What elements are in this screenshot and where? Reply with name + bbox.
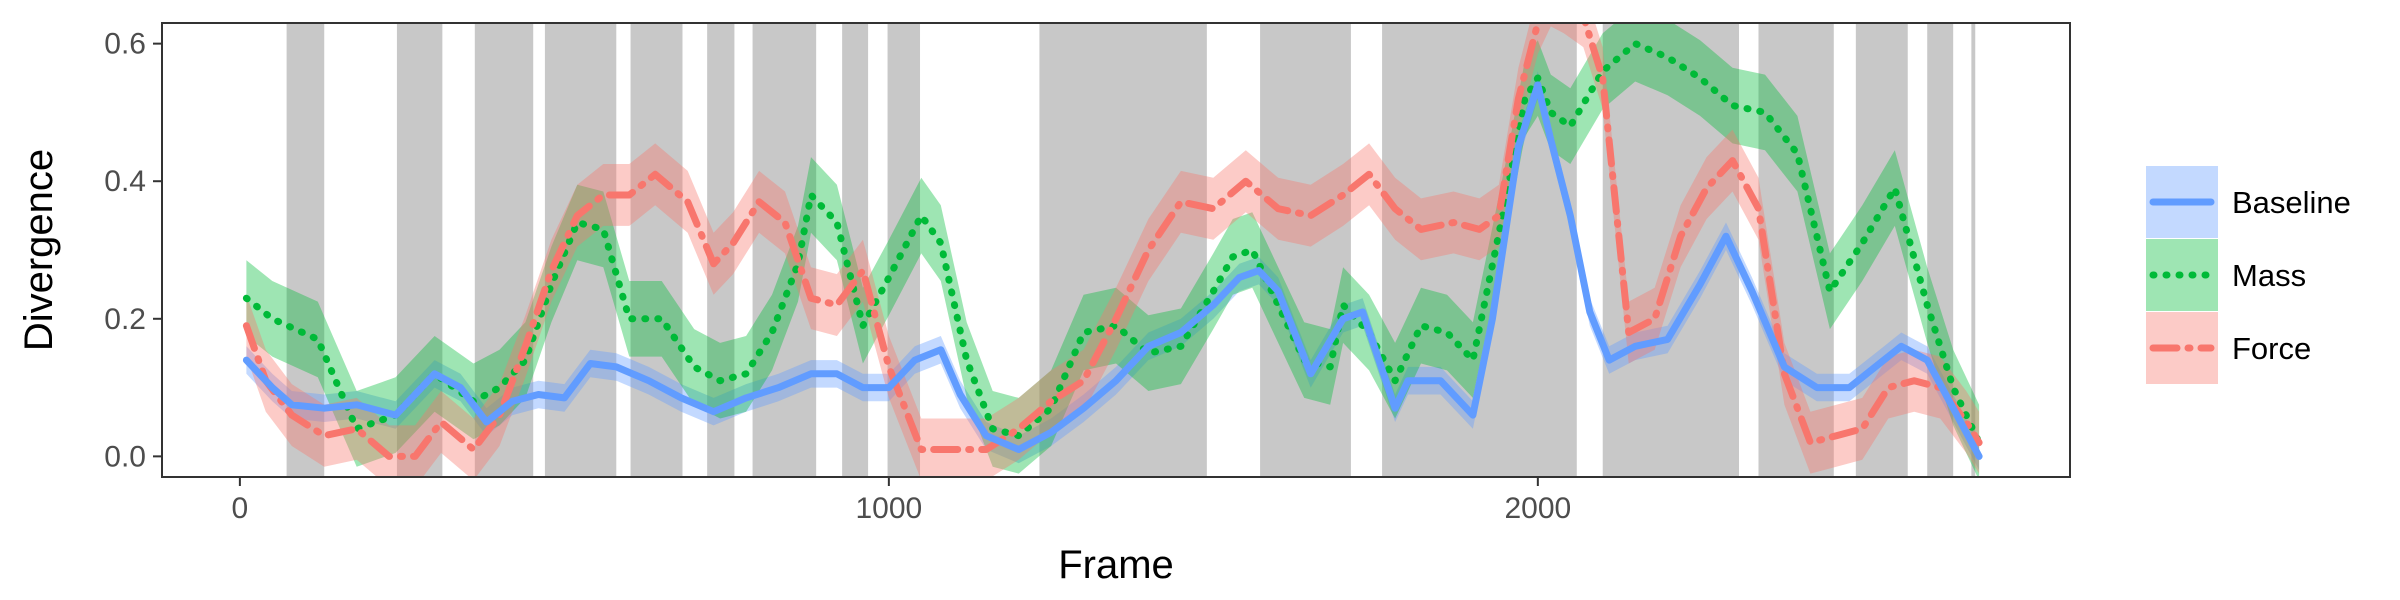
x-axis-title: Frame	[1058, 543, 1174, 587]
y-axis-title: Divergence	[17, 149, 61, 351]
y-tick-label: 0.0	[104, 440, 146, 473]
legend-item-force: Force	[2146, 312, 2311, 384]
band-mass	[246, 23, 1980, 477]
legend: Baseline Mass Force	[2146, 166, 2351, 384]
y-tick-label: 0.2	[104, 303, 146, 336]
line-mass	[242, 40, 1983, 447]
legend-label-mass: Mass	[2232, 258, 2306, 293]
y-tick-label: 0.4	[104, 165, 146, 198]
legend-item-mass: Mass	[2146, 239, 2306, 311]
shaded-interval	[1260, 23, 1351, 477]
band-baseline	[246, 71, 1980, 471]
x-tick-label: 2000	[1504, 492, 1571, 525]
shaded-interval	[1971, 23, 1976, 477]
axes: 0 1000 2000 0.0 0.2 0.4 0.6	[104, 28, 1571, 525]
line-baseline	[242, 81, 1983, 460]
line-force	[242, 23, 1983, 460]
shaded-interval	[752, 23, 817, 477]
legend-label-force: Force	[2232, 331, 2311, 366]
shaded-interval	[1039, 23, 1207, 477]
panel-border	[161, 22, 2071, 478]
y-tick-label: 0.6	[104, 28, 146, 61]
legend-item-baseline: Baseline	[2146, 166, 2351, 238]
series-lines	[242, 23, 1983, 460]
shaded-interval	[544, 23, 617, 477]
shaded-interval	[630, 23, 683, 477]
x-tick-label: 0	[232, 492, 249, 525]
legend-label-baseline: Baseline	[2232, 185, 2351, 220]
x-tick-label: 1000	[855, 492, 922, 525]
